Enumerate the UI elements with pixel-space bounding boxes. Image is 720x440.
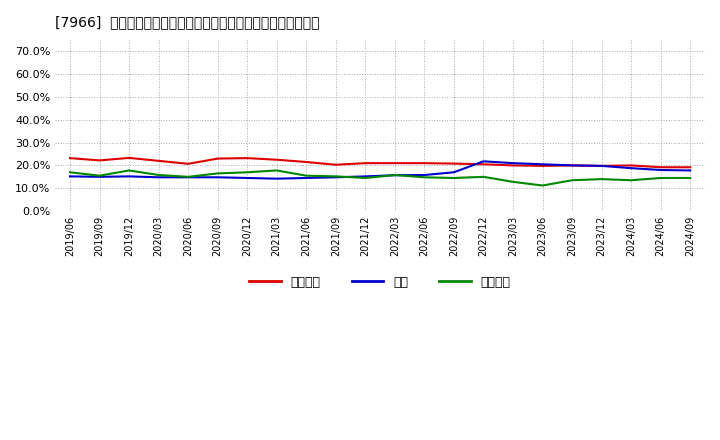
買入債務 (125, 168, 133, 173)
売上債権 (686, 165, 695, 170)
買入債務 (302, 173, 310, 178)
在庫 (627, 165, 636, 171)
在庫 (568, 163, 577, 168)
売上債権 (480, 161, 488, 167)
在庫 (449, 170, 458, 175)
売上債権 (125, 155, 133, 161)
買入債務 (657, 175, 665, 180)
売上債権 (154, 158, 163, 164)
買入債務 (390, 172, 399, 178)
在庫 (509, 161, 518, 166)
売上債権 (568, 163, 577, 168)
売上債権 (539, 163, 547, 169)
在庫 (243, 175, 251, 180)
在庫 (539, 161, 547, 167)
買入債務 (480, 174, 488, 180)
Line: 買入債務: 買入債務 (70, 170, 690, 186)
買入債務 (568, 178, 577, 183)
売上債権 (390, 161, 399, 166)
Line: 在庫: 在庫 (70, 161, 690, 179)
買入債務 (184, 174, 192, 180)
Text: [7966]  売上債権、在庫、買入債務の総資産に対する比率の推移: [7966] 売上債権、在庫、買入債務の総資産に対する比率の推移 (55, 15, 320, 29)
売上債権 (184, 161, 192, 166)
売上債権 (449, 161, 458, 166)
在庫 (272, 176, 281, 181)
在庫 (213, 175, 222, 180)
売上債権 (95, 158, 104, 163)
買入債務 (627, 178, 636, 183)
売上債権 (331, 162, 340, 167)
売上債権 (213, 156, 222, 161)
買入債務 (154, 172, 163, 178)
買入債務 (420, 175, 428, 180)
買入債務 (272, 168, 281, 173)
在庫 (657, 167, 665, 172)
売上債権 (66, 155, 74, 161)
在庫 (66, 174, 74, 179)
在庫 (480, 159, 488, 164)
買入債務 (361, 175, 369, 180)
在庫 (361, 174, 369, 179)
売上債権 (598, 163, 606, 169)
在庫 (154, 175, 163, 180)
売上債権 (302, 159, 310, 165)
売上債権 (361, 161, 369, 166)
在庫 (598, 163, 606, 169)
在庫 (331, 175, 340, 180)
買入債務 (331, 174, 340, 179)
在庫 (390, 172, 399, 178)
売上債権 (420, 161, 428, 166)
在庫 (95, 174, 104, 180)
買入債務 (686, 175, 695, 180)
在庫 (302, 175, 310, 180)
在庫 (686, 168, 695, 173)
買入債務 (243, 170, 251, 175)
買入債務 (66, 170, 74, 175)
買入債務 (509, 179, 518, 184)
買入債務 (598, 176, 606, 182)
在庫 (420, 172, 428, 178)
売上債権 (272, 157, 281, 162)
Legend: 売上債権, 在庫, 買入債務: 売上債権, 在庫, 買入債務 (245, 271, 516, 294)
売上債権 (243, 155, 251, 161)
Line: 売上債権: 売上債権 (70, 158, 690, 167)
買入債務 (449, 175, 458, 180)
買入債務 (213, 171, 222, 176)
売上債権 (657, 165, 665, 170)
在庫 (184, 175, 192, 180)
在庫 (125, 174, 133, 179)
売上債権 (627, 163, 636, 168)
買入債務 (95, 173, 104, 178)
買入債務 (539, 183, 547, 188)
売上債権 (509, 163, 518, 168)
